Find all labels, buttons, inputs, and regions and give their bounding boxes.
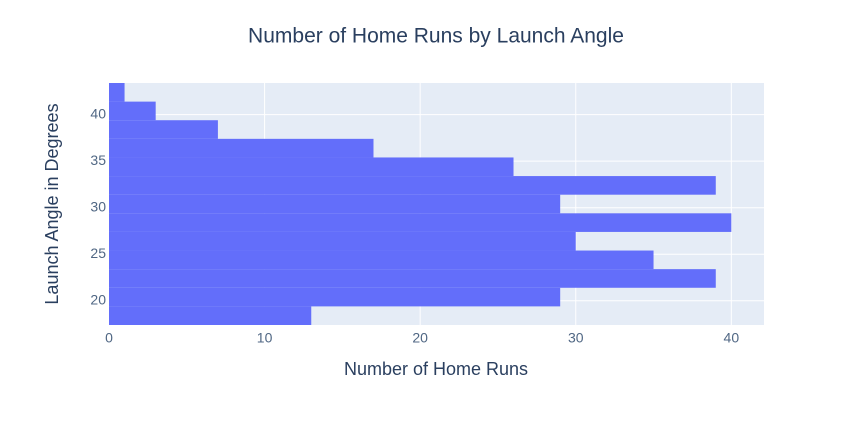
y-tick-label: 30: [90, 198, 106, 214]
bar: [109, 250, 654, 270]
y-tick-label: 40: [90, 105, 106, 121]
bar: [109, 138, 374, 158]
bar: [109, 176, 716, 195]
bar: [109, 306, 312, 325]
bar: [109, 287, 561, 307]
y-tick-label: 35: [90, 152, 106, 168]
bars: [109, 83, 732, 325]
x-tick-label: 0: [105, 330, 113, 346]
bar: [109, 101, 156, 121]
bar: [109, 83, 125, 102]
bar: [109, 194, 561, 214]
bar: [109, 120, 218, 139]
chart-title: Number of Home Runs by Launch Angle: [248, 25, 624, 48]
bar: [109, 157, 514, 177]
y-tick-label: 25: [90, 245, 106, 261]
x-axis-title: Number of Home Runs: [344, 359, 528, 379]
x-tick-label: 40: [724, 330, 740, 346]
ticks: 0 10 20 30 40 20 25 30 35 40: [90, 105, 739, 345]
x-tick-label: 30: [568, 330, 584, 346]
x-tick-label: 10: [257, 330, 273, 346]
y-tick-label: 20: [90, 292, 106, 308]
bar: [109, 213, 732, 232]
bar: [109, 231, 576, 251]
y-axis-title: Launch Angle in Degrees: [42, 103, 62, 304]
bar: [109, 269, 716, 288]
x-tick-label: 20: [412, 330, 428, 346]
